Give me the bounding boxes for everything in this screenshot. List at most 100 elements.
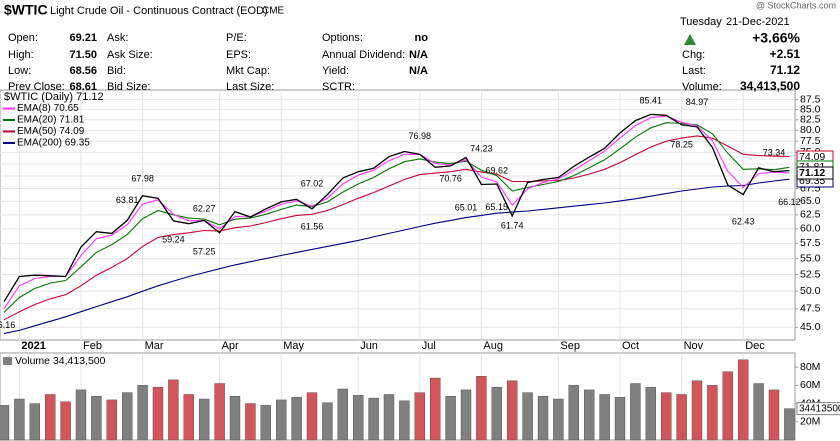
volume-bar <box>399 400 410 441</box>
annotation: 73.34 <box>763 147 786 157</box>
y-tick-label: 87.5 <box>800 93 821 105</box>
annotation: 65.01 <box>455 203 478 213</box>
x-tick-label: Sep <box>560 340 580 352</box>
volume-bar <box>306 392 318 441</box>
series-line <box>3 178 790 334</box>
volume-tag <box>796 402 840 416</box>
volume-bar <box>168 379 179 441</box>
volume-bar <box>322 402 333 441</box>
volume-bar <box>414 392 425 441</box>
annotation: 69.62 <box>486 165 509 175</box>
volume-bar <box>152 386 164 441</box>
volume-bar <box>661 392 672 441</box>
annotation: 61.74 <box>501 220 524 230</box>
field-label: SCTR: <box>322 81 355 93</box>
y-tick-label: 52.5 <box>800 268 821 280</box>
x-tick-label: Aug <box>483 340 503 352</box>
legend-swatch <box>3 357 12 365</box>
x-tick-label: Apr <box>222 340 239 352</box>
field-label: Last Size: <box>226 81 274 93</box>
volume-tag-label: 34413500 <box>799 403 840 414</box>
exchange: CME <box>262 6 285 17</box>
volume-bar <box>430 377 441 441</box>
volume-bar <box>445 396 456 441</box>
y-tick-label: 77.5 <box>800 135 821 147</box>
field-label: Annual Dividend: <box>322 49 405 61</box>
x-tick-label: Oct <box>622 340 639 352</box>
volume-bar <box>121 392 133 441</box>
volume-bar <box>460 389 472 441</box>
volume-bar <box>537 396 549 441</box>
price-tag <box>796 166 834 180</box>
annotation: 59.24 <box>162 235 185 245</box>
summary-label: Last: <box>682 65 706 77</box>
price-tag-label: 71.12 <box>799 167 825 179</box>
field-label: Bid Size: <box>107 81 150 93</box>
quote-label: Prev Close: <box>8 81 65 93</box>
summary-label: Chg: <box>682 49 705 61</box>
x-tick-label: Jul <box>422 340 436 352</box>
legend-label: EMA(20) 71.81 <box>17 115 85 126</box>
legend-label: EMA(8) 70.65 <box>17 103 79 114</box>
y-tick-label: 80.0 <box>800 124 821 136</box>
volume-bar <box>291 396 302 441</box>
annotation: 70.76 <box>439 174 462 184</box>
volume-bar <box>245 403 256 441</box>
volume-bar <box>106 399 118 441</box>
volume-bar <box>0 405 10 441</box>
field-label: Ask: <box>107 32 128 44</box>
volume-bar <box>522 392 533 441</box>
volume-bar <box>29 403 40 441</box>
x-tick-label: May <box>283 340 304 352</box>
volume-bar <box>768 389 780 441</box>
volume-bar <box>229 396 241 441</box>
quote-label: High: <box>8 49 34 61</box>
quote-label: Low: <box>8 65 31 77</box>
volume-bar <box>198 398 210 441</box>
volume-bar <box>383 394 395 441</box>
annotation: 76.98 <box>409 131 432 141</box>
volume-panel <box>0 352 796 441</box>
volume-bar <box>368 397 379 441</box>
field-label: Ask Size: <box>107 49 153 61</box>
quote-value: 68.61 <box>69 81 97 93</box>
annotation: 63.81 <box>116 195 139 205</box>
y-tick-label: 45.0 <box>800 321 821 333</box>
volume-bar <box>645 386 656 441</box>
volume-bar <box>353 395 364 441</box>
price-tag-label: 74.09 <box>799 151 825 163</box>
symbol: $WTIC <box>4 2 48 18</box>
field-label: Bid: <box>107 65 126 77</box>
annotation: 67.98 <box>131 173 154 183</box>
volume-bar <box>691 380 703 441</box>
watermark: @ StockCharts.com <box>756 0 836 10</box>
volume-bar <box>491 386 502 441</box>
quote-label: Open: <box>8 32 38 44</box>
annotation: 85.41 <box>640 95 663 105</box>
x-tick-label: Mar <box>145 340 164 352</box>
field-label: P/E: <box>226 32 247 44</box>
legend-label: Volume 34,413,500 <box>15 355 106 367</box>
date: 21-Dec-2021 <box>726 16 790 28</box>
y-tick-label: 50.0 <box>800 285 821 297</box>
y-tick-label: 60M <box>800 379 820 391</box>
y-tick-label: 55.0 <box>800 252 821 264</box>
volume-bar <box>183 394 195 441</box>
x-tick-label: Dec <box>745 340 765 352</box>
series-line <box>3 113 790 303</box>
quote-value: 71.50 <box>69 49 97 61</box>
y-tick-label: 85.0 <box>800 103 821 115</box>
quote-value: 69.21 <box>69 32 97 44</box>
up-arrow <box>684 34 696 45</box>
y-tick-label: 82.5 <box>800 114 821 126</box>
series-line <box>3 122 790 313</box>
x-tick-label: 2021 <box>21 340 45 352</box>
annotation: 46.16 <box>0 320 15 330</box>
annotation: 62.43 <box>732 217 755 227</box>
annotation: 62.27 <box>193 203 216 213</box>
field-label: Yield: <box>322 65 349 77</box>
y-tick-label: 47.5 <box>800 303 821 315</box>
volume-bar <box>784 408 795 441</box>
